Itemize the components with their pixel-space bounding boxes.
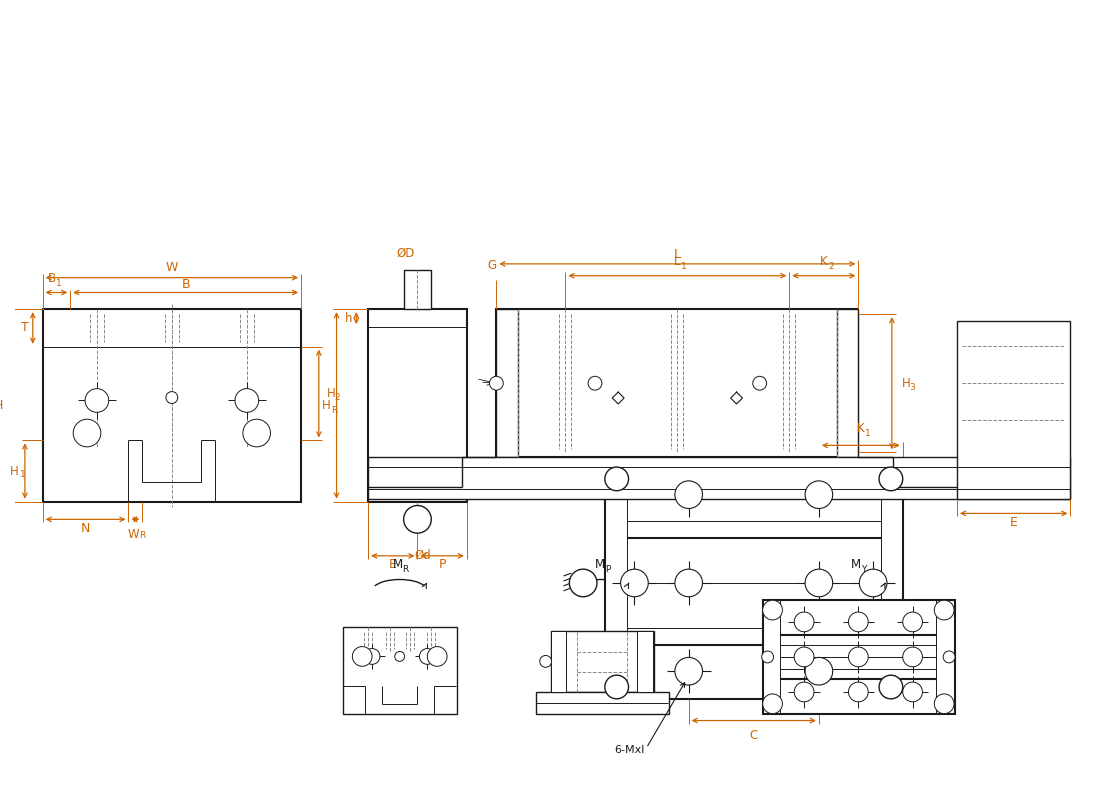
Bar [536, 692, 669, 713]
Text: Ød: Ød [414, 549, 431, 562]
Text: 2: 2 [828, 262, 834, 271]
Text: W: W [128, 528, 140, 541]
Text: 2: 2 [334, 393, 340, 402]
Circle shape [848, 682, 868, 701]
Text: K: K [820, 255, 827, 268]
Text: L: L [674, 255, 681, 268]
Circle shape [762, 600, 782, 620]
Text: E: E [1010, 516, 1018, 529]
Bar [368, 310, 466, 502]
Bar [551, 630, 654, 692]
Circle shape [859, 569, 887, 597]
Circle shape [620, 569, 648, 597]
Circle shape [570, 569, 597, 597]
Bar [605, 467, 903, 699]
Bar [837, 310, 858, 457]
Circle shape [540, 655, 551, 667]
Text: H: H [902, 377, 911, 389]
Circle shape [166, 392, 178, 404]
Circle shape [762, 694, 782, 713]
Bar [551, 630, 566, 692]
Text: 3: 3 [910, 383, 915, 392]
Text: R: R [331, 406, 338, 415]
Text: P: P [605, 564, 610, 574]
Circle shape [605, 675, 628, 699]
Text: H: H [322, 399, 331, 412]
Circle shape [903, 612, 923, 632]
Circle shape [419, 649, 436, 664]
Circle shape [243, 419, 271, 447]
Text: M: M [595, 558, 605, 571]
Text: 6-Mxl: 6-Mxl [615, 745, 645, 755]
Circle shape [848, 647, 868, 667]
Text: C: C [750, 729, 758, 742]
Circle shape [794, 612, 814, 632]
Text: N: N [81, 522, 90, 535]
Circle shape [943, 651, 955, 663]
Circle shape [752, 377, 767, 390]
Text: G: G [488, 259, 497, 272]
Circle shape [427, 646, 447, 666]
Circle shape [805, 569, 833, 597]
Bar [762, 600, 955, 713]
Circle shape [605, 467, 628, 491]
Bar [368, 457, 1070, 499]
Circle shape [675, 481, 703, 508]
Text: H: H [0, 399, 3, 412]
Text: 1: 1 [55, 279, 62, 287]
Text: 1: 1 [20, 471, 26, 480]
Text: B: B [182, 278, 190, 291]
Circle shape [364, 649, 380, 664]
Bar [637, 630, 653, 692]
Bar [957, 321, 1070, 499]
Bar [43, 310, 301, 502]
Circle shape [934, 694, 954, 713]
Circle shape [848, 612, 868, 632]
Text: B: B [47, 271, 56, 285]
Circle shape [879, 675, 903, 699]
Circle shape [352, 646, 372, 666]
Circle shape [934, 600, 954, 620]
Text: 1: 1 [681, 262, 688, 271]
Circle shape [879, 467, 903, 491]
Circle shape [404, 505, 431, 533]
Bar [496, 310, 518, 457]
Circle shape [85, 389, 109, 413]
Circle shape [794, 682, 814, 701]
Text: L: L [673, 247, 681, 260]
Bar [343, 627, 456, 713]
Bar [404, 270, 431, 310]
Circle shape [490, 377, 504, 390]
Text: H: H [10, 464, 19, 477]
Text: h: h [344, 312, 352, 325]
Bar [496, 310, 858, 457]
Circle shape [395, 651, 405, 662]
Circle shape [235, 389, 258, 413]
Text: ØD: ØD [396, 247, 415, 260]
Text: H: H [327, 387, 336, 400]
Text: K: K [857, 422, 865, 436]
Text: 1: 1 [865, 429, 870, 438]
Circle shape [588, 377, 602, 390]
Circle shape [903, 682, 923, 701]
Text: M: M [851, 558, 861, 571]
Circle shape [675, 658, 703, 685]
Text: T: T [21, 322, 29, 334]
Circle shape [761, 651, 773, 663]
Circle shape [903, 647, 923, 667]
Text: P: P [439, 559, 446, 571]
Text: R: R [403, 564, 409, 574]
Circle shape [805, 481, 833, 508]
Text: Y: Y [861, 564, 867, 574]
Circle shape [675, 569, 703, 597]
Circle shape [794, 647, 814, 667]
Circle shape [74, 419, 101, 447]
Text: W: W [166, 261, 178, 275]
Text: M: M [393, 558, 403, 571]
Circle shape [805, 658, 833, 685]
Text: R: R [139, 531, 145, 540]
Text: E: E [389, 559, 397, 571]
